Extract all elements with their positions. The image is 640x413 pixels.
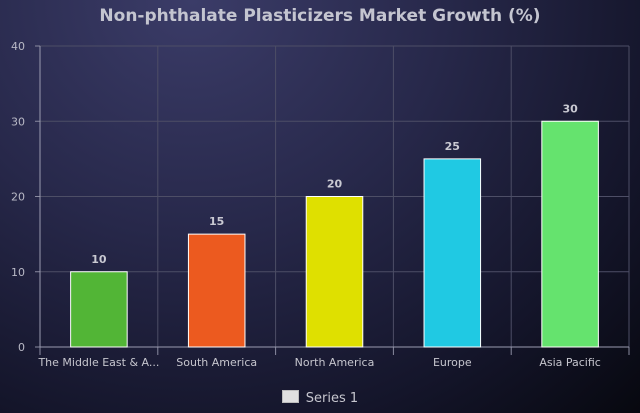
- data-label: 30: [562, 102, 578, 115]
- x-tick-label: South America: [176, 356, 257, 369]
- y-tick-label: 10: [11, 266, 25, 279]
- chart-title: Non-phthalate Plasticizers Market Growth…: [99, 6, 541, 26]
- x-tick-label: The Middle East & A...: [37, 356, 159, 369]
- data-label: 15: [209, 215, 224, 228]
- y-tick-label: 20: [11, 191, 25, 204]
- bar: [541, 120, 599, 348]
- bar: [423, 158, 482, 348]
- data-label: 20: [327, 178, 343, 191]
- data-label: 25: [445, 140, 460, 153]
- legend-swatch: [281, 390, 299, 403]
- legend: Series 1: [0, 390, 640, 406]
- y-tick-label: 0: [18, 341, 25, 354]
- bar: [70, 271, 128, 348]
- y-tick-label: 40: [11, 40, 25, 53]
- bar: [187, 233, 246, 348]
- legend-label[interactable]: Series 1: [305, 391, 359, 406]
- x-tick-label: Europe: [433, 356, 472, 369]
- x-tick-label: North America: [295, 356, 375, 369]
- data-label: 10: [91, 253, 107, 266]
- bar: [305, 196, 364, 348]
- x-tick-label: Asia Pacific: [539, 356, 601, 369]
- y-tick-label: 30: [11, 115, 25, 128]
